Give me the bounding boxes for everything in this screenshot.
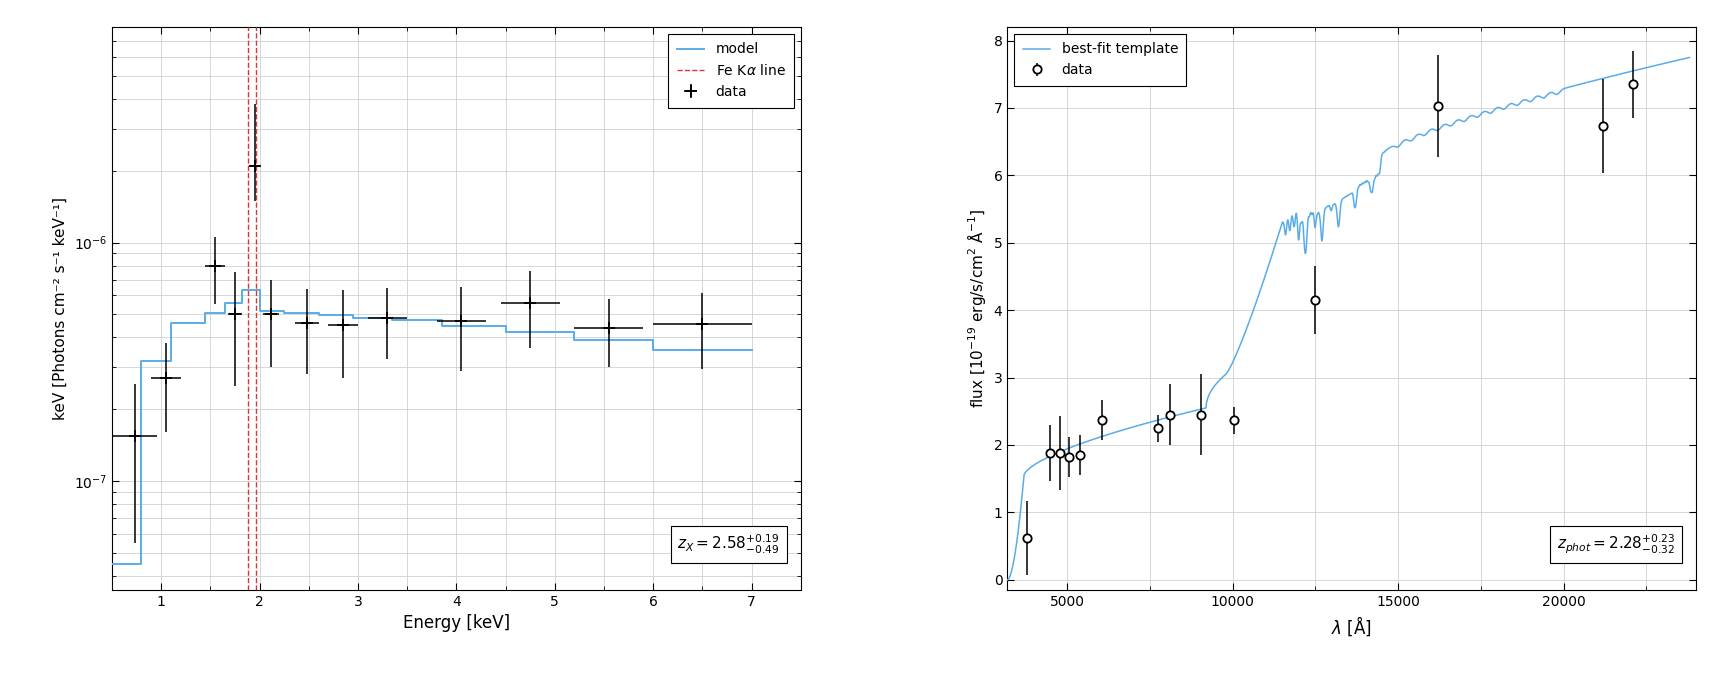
model: [496, 328, 517, 336]
model: [343, 311, 363, 319]
Y-axis label: keV [Photons cm⁻² s⁻¹ keV⁻¹]: keV [Photons cm⁻² s⁻¹ keV⁻¹]: [53, 197, 69, 420]
best-fit template: [1441, 122, 1462, 130]
model: [274, 307, 294, 315]
best-fit template: [1407, 132, 1428, 140]
model: [308, 309, 329, 317]
model: [382, 313, 403, 321]
model: [231, 298, 251, 306]
model: [215, 298, 236, 306]
best-fit template: [1507, 101, 1527, 109]
model: [496, 322, 517, 330]
model: [195, 319, 215, 327]
model: [343, 313, 363, 321]
Legend: best-fit template, data: best-fit template, data: [1014, 34, 1186, 85]
model: [131, 357, 152, 365]
model: [565, 328, 585, 336]
best-fit template: [1121, 424, 1142, 432]
X-axis label: Energy [keV]: Energy [keV]: [403, 614, 510, 633]
model: [160, 357, 181, 365]
model: [430, 322, 451, 330]
best-fit template: [997, 576, 1018, 584]
model: [740, 346, 761, 354]
model: [215, 309, 236, 317]
model: [231, 285, 251, 294]
model: [131, 560, 152, 568]
best-fit template: [1679, 54, 1700, 62]
Text: $z_X = 2.58^{+0.19}_{-0.49}$: $z_X = 2.58^{+0.19}_{-0.49}$: [677, 533, 780, 556]
best-fit template: [1257, 263, 1278, 271]
Line: model: model: [112, 290, 751, 564]
model: [642, 346, 663, 354]
model: [565, 336, 585, 344]
X-axis label: $\lambda$ [Å]: $\lambda$ [Å]: [1331, 614, 1372, 638]
Line: best-fit template: best-fit template: [1007, 58, 1689, 580]
Text: $z_{phot} = 2.28^{+0.23}_{-0.32}$: $z_{phot} = 2.28^{+0.23}_{-0.32}$: [1557, 533, 1676, 556]
best-fit template: [1558, 83, 1579, 92]
model: [250, 307, 270, 315]
Y-axis label: flux [$10^{-19}$ erg/s/cm$^2$ Å$^{-1}$]: flux [$10^{-19}$ erg/s/cm$^2$ Å$^{-1}$]: [964, 209, 988, 408]
model: [308, 311, 329, 319]
model: [160, 319, 181, 327]
model: [382, 315, 403, 323]
model: [195, 309, 215, 317]
model: [102, 560, 122, 568]
Legend: model, Fe K$\alpha$ line, data: model, Fe K$\alpha$ line, data: [668, 34, 794, 108]
model: [430, 315, 451, 323]
model: [250, 285, 270, 294]
model: [274, 309, 294, 317]
model: [642, 336, 663, 344]
